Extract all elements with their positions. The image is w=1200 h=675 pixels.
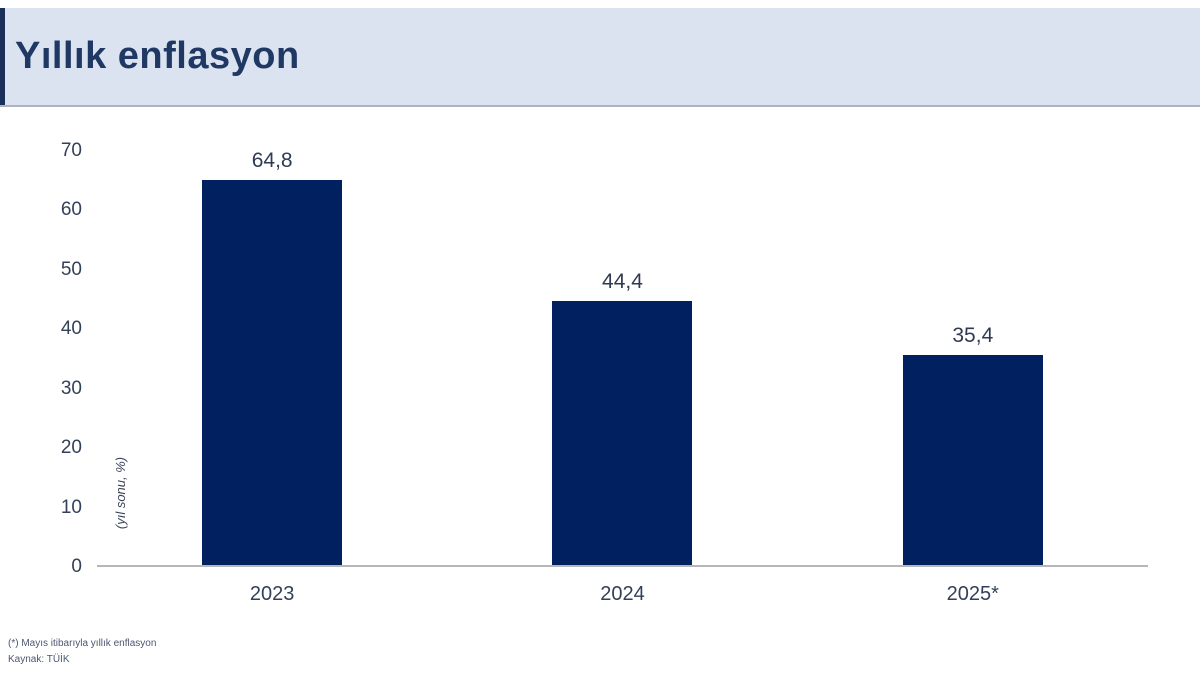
- footnote-line-2: Kaynak: TÜİK: [8, 653, 70, 665]
- y-tick-label: 70: [60, 140, 82, 161]
- bar-2024: [552, 301, 693, 565]
- footnote: (*) Mayıs itibarıyla yıllık enflasyon Ka…: [8, 636, 156, 667]
- y-tick-label: 0: [71, 556, 82, 577]
- y-tick-label: 30: [60, 377, 82, 399]
- x-tick-label: 2023: [249, 583, 295, 605]
- bar-value-label: 44,4: [602, 270, 643, 294]
- page-title: Yıllık enflasyon: [15, 35, 300, 77]
- footnote-line-1: (*) Mayıs itibarıyla yıllık enflasyon: [8, 638, 157, 649]
- y-tick-label: 20: [60, 437, 82, 459]
- bar-column-2023: 64,8: [97, 148, 447, 565]
- bar-value-label: 35,4: [952, 323, 994, 347]
- slide-header: Yıllık enflasyon: [0, 8, 1200, 107]
- x-axis-labels: 2023 2024 2025*: [97, 583, 1148, 606]
- bar-column-2025: 35,4: [798, 151, 1148, 565]
- bar-value-label: 64,8: [251, 148, 293, 172]
- x-tick-label: 2025*: [946, 583, 999, 605]
- y-axis-ticks: 0 10 20 30 40 50 60 70: [30, 140, 82, 577]
- bar-column-2024: 44,4: [447, 151, 797, 565]
- y-tick-label: 50: [60, 258, 82, 280]
- y-tick-label: 40: [60, 318, 82, 340]
- bar-2023: [202, 179, 343, 565]
- y-tick-label: 60: [60, 199, 82, 221]
- plot-area: (yıl sonu, %) 64,8 44,4 35,4: [97, 148, 1148, 567]
- bar-2025: [902, 354, 1043, 565]
- header-accent-stripe: [0, 8, 5, 105]
- y-tick-label: 10: [60, 496, 82, 518]
- x-tick-label: 2024: [600, 583, 645, 605]
